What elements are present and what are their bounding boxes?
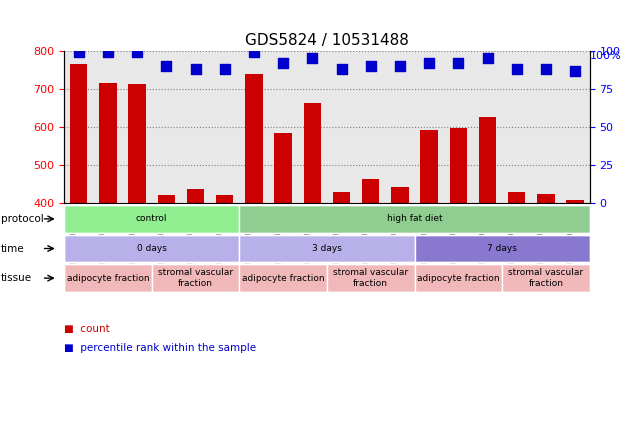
Text: tissue: tissue xyxy=(1,273,32,283)
Text: adipocyte fraction: adipocyte fraction xyxy=(242,274,324,283)
Text: ■  count: ■ count xyxy=(64,324,110,334)
Title: GDS5824 / 10531488: GDS5824 / 10531488 xyxy=(245,33,409,48)
Text: adipocyte fraction: adipocyte fraction xyxy=(67,274,149,283)
Text: control: control xyxy=(136,214,167,223)
Bar xyxy=(333,192,350,203)
Bar xyxy=(216,195,233,203)
Bar xyxy=(362,179,379,203)
Point xyxy=(453,60,463,66)
Bar xyxy=(508,192,526,203)
Point xyxy=(570,67,580,74)
Point xyxy=(365,63,376,69)
Point xyxy=(395,63,405,69)
Point xyxy=(512,66,522,72)
Bar xyxy=(187,189,204,203)
Bar xyxy=(158,195,175,203)
Bar xyxy=(274,133,292,203)
Point xyxy=(132,49,142,56)
Point xyxy=(249,49,259,56)
Point xyxy=(74,49,84,56)
Text: high fat diet: high fat diet xyxy=(387,214,442,223)
Text: stromal vascular
fraction: stromal vascular fraction xyxy=(158,269,233,288)
Text: 3 days: 3 days xyxy=(312,244,342,253)
Bar xyxy=(304,103,321,203)
Point xyxy=(278,60,288,66)
Point xyxy=(190,66,201,72)
Bar xyxy=(245,74,263,203)
Bar xyxy=(70,64,87,203)
Text: stromal vascular
fraction: stromal vascular fraction xyxy=(508,269,583,288)
Text: time: time xyxy=(1,244,24,253)
Text: 0 days: 0 days xyxy=(137,244,167,253)
Text: protocol: protocol xyxy=(1,214,44,224)
Point xyxy=(424,60,434,66)
Bar xyxy=(420,130,438,203)
Point xyxy=(220,66,230,72)
Point xyxy=(541,66,551,72)
Bar xyxy=(479,117,496,203)
Bar xyxy=(99,83,117,203)
Bar xyxy=(128,83,146,203)
Point xyxy=(337,66,347,72)
Text: ■  percentile rank within the sample: ■ percentile rank within the sample xyxy=(64,343,256,353)
Bar xyxy=(537,194,554,203)
Point xyxy=(307,55,317,62)
Text: adipocyte fraction: adipocyte fraction xyxy=(417,274,499,283)
Point xyxy=(161,63,171,69)
Text: 7 days: 7 days xyxy=(487,244,517,253)
Bar xyxy=(567,200,584,203)
Text: stromal vascular
fraction: stromal vascular fraction xyxy=(333,269,408,288)
Point xyxy=(103,49,113,56)
Point xyxy=(483,55,493,62)
Bar xyxy=(391,187,409,203)
Bar xyxy=(449,128,467,203)
Text: 100%: 100% xyxy=(590,51,621,61)
